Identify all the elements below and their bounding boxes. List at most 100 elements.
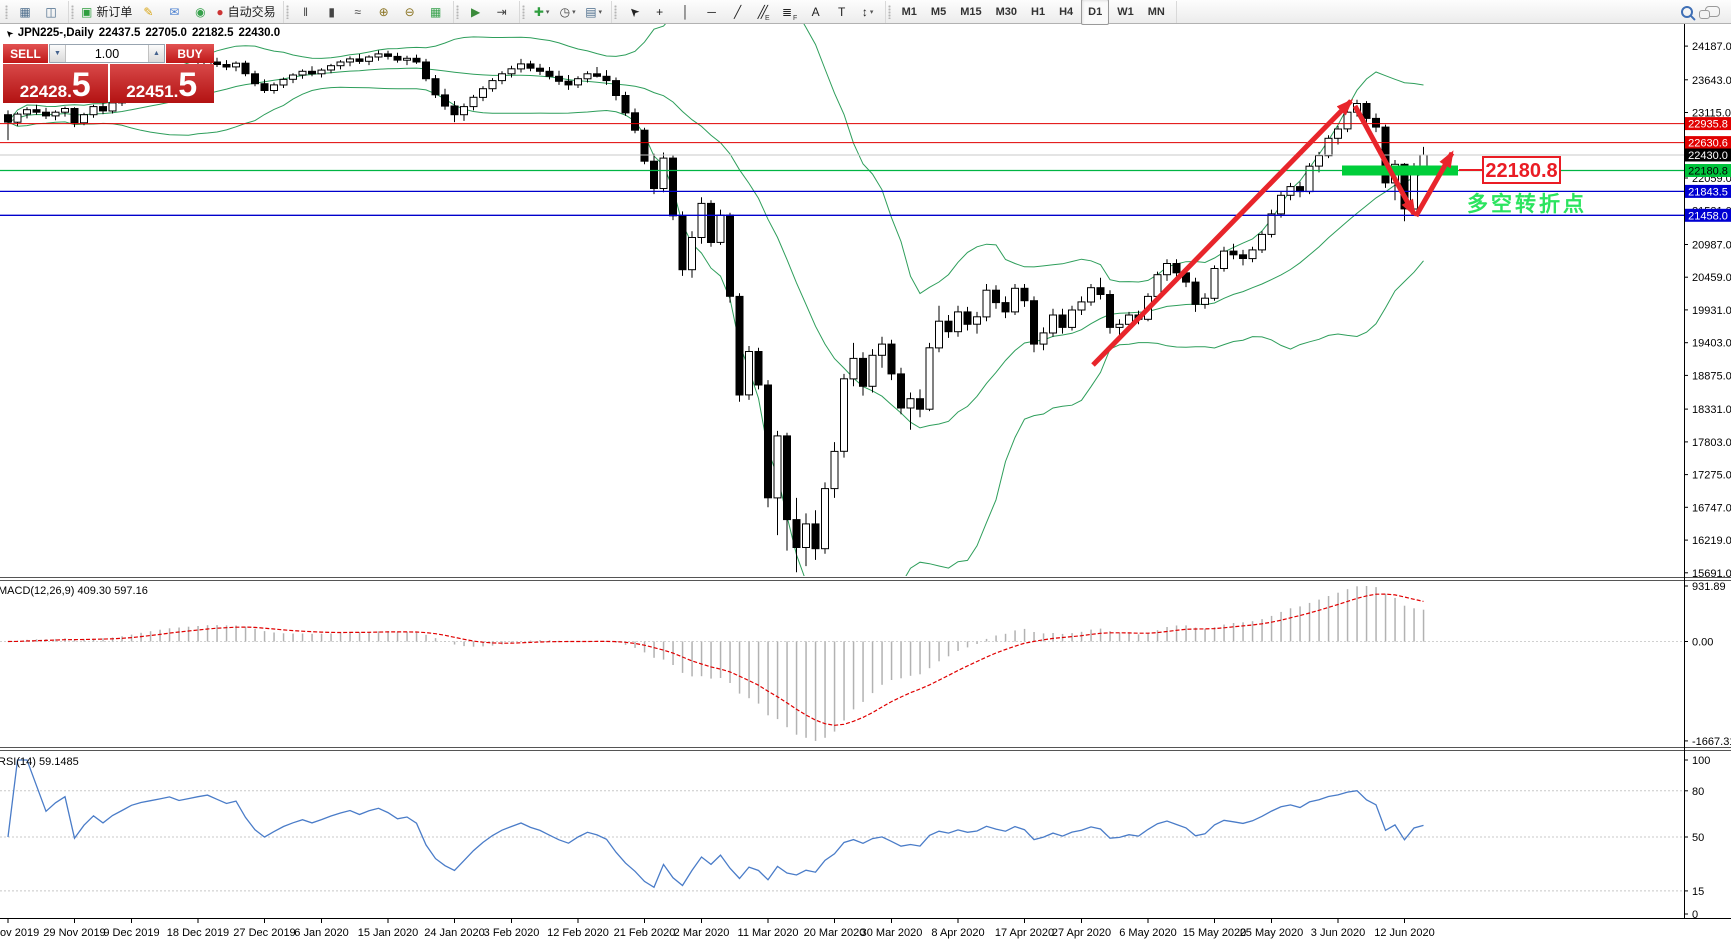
price-label-box[interactable]: 22180.8 [1459,156,1561,184]
time-axis-label: 11 Mar 2020 [738,927,799,939]
candles-chart-button[interactable]: ▮ [320,2,344,22]
autotrading-button[interactable]: ● 自动交易 [214,2,277,22]
vertical-line-icon: │ [681,4,690,19]
one-click-trading-panel: SELL ▼ 1.00 ▲ BUY 22428. 5 22451. 5 [3,44,214,103]
zoom-out-button[interactable]: ⊖ [398,2,422,22]
metaeditor-icon: ✎ [143,4,154,19]
trendline-button[interactable]: ╱ [726,2,750,22]
search-icon[interactable] [1681,5,1693,18]
horizontal-line-button[interactable]: ─ [700,2,724,22]
macd-histogram [0,586,1684,741]
new-order-icon: ▣ [81,4,93,19]
tf-m30-button[interactable]: M30 [995,5,1017,18]
svg-text:23643.0: 23643.0 [1692,75,1731,87]
oneclick-collapse-arrow-icon[interactable]: ➤ [3,27,15,39]
toolbar-group: ▦ ◫ [3,0,69,23]
line-chart-button[interactable]: ≈ [346,2,370,22]
time-axis-label: 6 Jan 2020 [294,927,348,939]
text-button[interactable]: A [804,2,828,22]
chat-icon[interactable] [1699,6,1720,19]
periods-button[interactable]: ◷ ▾ [556,2,580,22]
indicators-button[interactable]: ✚ ▾ [530,2,554,22]
text-label-button[interactable]: T [830,2,854,22]
sell-price-button[interactable]: 22428. 5 [3,64,108,103]
rsi-label: RSI(14) 59.1485 [0,756,79,768]
tile-windows-button[interactable]: ▦ [424,2,448,22]
annotation-note[interactable]: 多空转折点 [1467,192,1587,216]
svg-text:17803.0: 17803.0 [1692,437,1731,449]
cursor-icon: ➤ [625,2,643,21]
time-axis-label: 8 Apr 2020 [931,927,984,939]
arrows-button[interactable]: ↕ ▾ [856,2,880,22]
tf-m5-button[interactable]: M5 [930,5,947,18]
pane-separators[interactable] [0,577,1731,919]
bars-chart-button[interactable]: ‖ [294,2,318,22]
profiles-button[interactable]: ◫ [39,2,63,22]
time-axis-label: 3 Feb 2020 [484,927,540,939]
autotrading-icon: ● [216,4,224,19]
chart-shift-button[interactable]: ⇥ [490,2,514,22]
svg-text:16219.0: 16219.0 [1692,535,1731,547]
crosshair-button[interactable]: + [648,2,672,22]
new-chart-button[interactable]: ▦ [13,2,37,22]
sell-button[interactable]: SELL [3,44,48,63]
trendline-icon: ╱ [734,4,742,19]
channel-button[interactable]: ╱╱ E [752,2,776,22]
volume-value[interactable]: 1.00 [94,46,120,61]
svg-text:20459.0: 20459.0 [1692,272,1731,284]
svg-text:17275.0: 17275.0 [1692,470,1731,482]
signals-button[interactable]: ◉ [188,2,212,22]
chart-canvas[interactable]: 22180.8多空转折点24187.023643.023115.022587.0… [0,24,1731,944]
time-axis-label: 12 Feb 2020 [547,927,609,939]
svg-text:15: 15 [1692,886,1704,898]
price-badge: 22935.8 [1688,119,1728,131]
templates-button[interactable]: ▤ ▾ [582,2,606,22]
trend-arrows[interactable] [1091,98,1455,367]
svg-text:15691.0: 15691.0 [1692,568,1731,580]
svg-text:23115.0: 23115.0 [1692,108,1731,120]
candlesticks [4,50,1428,573]
toolbar-group: ▣ 新订单 ✎ ✉ ◉ ● 自动交易 [69,0,284,23]
text-icon: A [811,4,820,19]
volume-increase-button[interactable]: ▲ [148,45,164,62]
text-label-icon: T [837,4,846,19]
tf-m15-button[interactable]: M15 [960,5,982,18]
line-chart-icon: ≈ [354,4,361,19]
buy-price-button[interactable]: 22451. 5 [109,64,214,103]
autoscroll-button[interactable]: ▶ [464,2,488,22]
periods-icon: ◷ [559,4,571,19]
time-axis-label: 6 May 2020 [1119,927,1176,939]
tf-mn-button[interactable]: MN [1147,5,1165,18]
rsi-pane [0,759,1684,892]
cursor-button[interactable]: ➤ [622,2,646,22]
autotrading-label: 自动交易 [227,5,276,19]
time-axis-label: 15 May 2020 [1183,927,1247,939]
svg-text:931.89: 931.89 [1692,581,1726,593]
metaeditor-button[interactable]: ✎ [136,2,160,22]
zoom-out-icon: ⊖ [404,4,415,19]
new-order-label: 新订单 [96,5,133,19]
buy-button[interactable]: BUY [166,44,214,63]
templates-icon: ▤ [585,4,597,19]
fibonacci-button[interactable]: ≣ F [778,2,802,22]
ohlc-close: 22430.0 [238,27,281,39]
bollinger-bands [7,24,1424,576]
volume-decrease-button[interactable]: ▼ [50,45,66,62]
tf-w1-button[interactable]: W1 [1117,5,1134,18]
icon-subscript: E [765,14,770,22]
volume-stepper[interactable]: ▼ 1.00 ▲ [49,44,165,63]
tf-h4-button[interactable]: H4 [1059,5,1074,18]
tf-h1-button[interactable]: H1 [1031,5,1046,18]
new-order-button[interactable]: ▣ 新订单 [79,2,134,22]
tile-windows-icon: ▦ [429,4,442,19]
zoom-in-icon: ⊕ [378,4,389,19]
support-zone-bar[interactable] [1342,165,1458,176]
tf-d1-button[interactable]: D1 [1081,0,1110,25]
zoom-in-button[interactable]: ⊕ [372,2,396,22]
mail-button[interactable]: ✉ [162,2,186,22]
main-toolbar: ▦ ◫ ▣ 新订单 ✎ ✉ ◉ ● 自动交易 ‖ ▮ ≈ ⊕ ⊖ ▦ ▶ ⇥ ✚ ▾ ◷ ▾ ▤ ▾ ➤ + │ ─ ╱ ╱╱ E ≣ F A T… [0,0,1731,25]
vertical-line-button[interactable]: │ [674,2,698,22]
macd-label: MACD(12,26,9) 409.30 597.16 [0,585,148,597]
tf-m1-button[interactable]: M1 [901,5,917,18]
